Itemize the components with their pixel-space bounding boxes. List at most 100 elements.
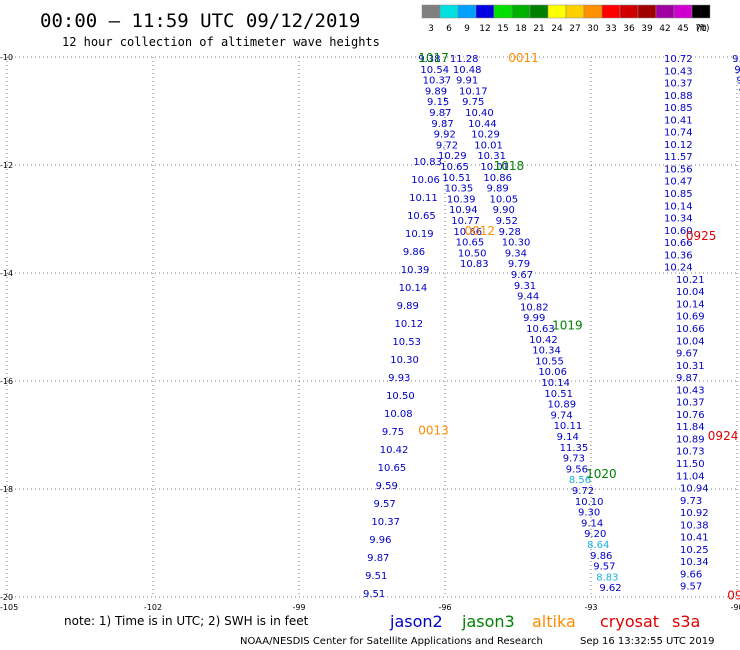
swh-value: 8.56 — [569, 475, 591, 486]
swh-value: 10.05 — [490, 194, 519, 205]
legend-swatch — [421, 4, 441, 19]
swh-value: 10.31 — [676, 361, 705, 372]
swh-value: 9.30 — [578, 508, 600, 519]
swh-value: 10.11 — [409, 193, 438, 204]
swh-value: 11.84 — [676, 422, 705, 433]
lat-lon-grid — [6, 56, 738, 598]
swh-value: 9.51 — [365, 571, 387, 582]
satellite-legend-item: altika — [532, 612, 576, 631]
swh-value: 10.65 — [456, 238, 485, 249]
swh-value: 10.37 — [371, 517, 400, 528]
swh-value: 10.48 — [453, 65, 482, 76]
swh-value: 10.53 — [392, 337, 421, 348]
swh-value: 10.42 — [529, 335, 558, 346]
footer-note: note: 1) Time is in UTC; 2) SWH is in fe… — [64, 614, 309, 628]
legend-bin-label: 24 — [551, 24, 563, 34]
swh-value: 10.14 — [399, 283, 428, 294]
swh-value: 10.14 — [541, 378, 570, 389]
swh-value: 10.38 — [680, 520, 709, 531]
wave-height-values: 9.3810.5410.379.899.159.879.879.929.7210… — [363, 54, 740, 600]
lat-tick-label: -12 — [0, 161, 13, 170]
swh-value: 10.44 — [468, 119, 497, 130]
pass-id-label: 1020 — [586, 467, 617, 481]
swh-value: 10.92 — [680, 508, 709, 519]
swh-value: 10.36 — [664, 250, 693, 261]
lon-tick-label: -93 — [584, 603, 597, 612]
lon-tick-label: -90 — [730, 603, 740, 612]
swh-value: 10.29 — [471, 130, 500, 141]
swh-value: 10.06 — [538, 367, 567, 378]
swh-value: 10.77 — [451, 216, 480, 227]
lon-tick-label: -102 — [144, 603, 162, 612]
swh-value: 9.72 — [572, 486, 594, 497]
legend-bin-label: 21 — [533, 24, 544, 34]
legend-swatch — [511, 4, 531, 19]
swh-value: 10.12 — [664, 140, 693, 151]
legend-bin-label: 70 — [695, 24, 707, 34]
swh-value: 10.37 — [423, 76, 452, 87]
swh-value: 10.89 — [676, 434, 705, 445]
swh-value: 10.19 — [405, 229, 434, 240]
swh-value: 9.17 — [739, 86, 740, 97]
legend-bin-label: 3 — [428, 24, 434, 34]
swh-value: 9.31 — [514, 281, 536, 292]
swh-value: 9.74 — [551, 410, 573, 421]
swh-value: 9.73 — [563, 454, 585, 465]
swh-value: 9.87 — [431, 119, 453, 130]
legend-bin-label: 9 — [464, 24, 470, 34]
swh-value: 10.39 — [401, 265, 430, 276]
swh-value: 10.30 — [502, 238, 531, 249]
legend-bin-label: 15 — [497, 24, 508, 34]
swh-value: 9.66 — [680, 569, 702, 580]
legend-swatch — [565, 4, 585, 19]
lat-tick-label: -16 — [0, 377, 13, 386]
swh-value: 10.01 — [480, 162, 509, 173]
swh-value: 10.08 — [384, 409, 413, 420]
swh-value: 9.03 — [732, 54, 740, 65]
swh-value: 10.55 — [535, 356, 564, 367]
swh-value: 10.29 — [438, 151, 467, 162]
swh-value: 9.59 — [376, 481, 398, 492]
swh-value: 10.47 — [664, 177, 693, 188]
axis-ticks: -10 -12 -14 -16 -18 -20-105 -102 -99 -96 -93 -90 — [0, 53, 740, 612]
swh-value: 10.85 — [664, 189, 693, 200]
swh-value: 10.39 — [447, 194, 476, 205]
pass-id-label: 0011 — [508, 51, 539, 65]
swh-value: 10.83 — [460, 259, 489, 270]
swh-value: 10.66 — [664, 238, 693, 249]
legend-bin-label: 33 — [605, 24, 616, 34]
legend-swatch — [619, 4, 639, 19]
swh-value: 11.04 — [676, 471, 705, 482]
swh-value: 10.34 — [664, 214, 693, 225]
swh-value: 10.65 — [378, 463, 407, 474]
footer-credit: NOAA/NESDIS Center for Satellite Applica… — [240, 636, 543, 647]
swh-value: 9.56 — [566, 464, 588, 475]
legend-swatch — [655, 4, 675, 19]
legend-bin-label: 30 — [587, 24, 599, 34]
legend-swatch — [439, 4, 459, 19]
swh-value: 10.94 — [680, 484, 709, 495]
swh-value: 10.83 — [413, 157, 442, 168]
lat-tick-label: -18 — [0, 485, 13, 494]
swh-value: 9.97 — [737, 76, 740, 87]
swh-value: 9.79 — [508, 259, 530, 270]
swh-value: 10.30 — [390, 355, 419, 366]
swh-value: 10.74 — [664, 128, 693, 139]
pass-id-label: 0013 — [418, 424, 449, 438]
pass-id-label: 1017 — [418, 51, 449, 65]
pass-id-label: 1019 — [552, 318, 583, 332]
swh-value: 10.21 — [676, 275, 705, 286]
swh-value: 10.73 — [676, 447, 705, 458]
swh-value: 11.50 — [676, 459, 705, 470]
swh-value: 10.54 — [420, 65, 449, 76]
swh-value: 9.15 — [427, 97, 449, 108]
swh-value: 10.37 — [676, 398, 705, 409]
swh-value: 10.41 — [664, 115, 693, 126]
swh-value: 10.66 — [453, 227, 482, 238]
swh-value: 9.92 — [434, 130, 456, 141]
swh-value: 10.89 — [547, 400, 576, 411]
swh-value: 10.42 — [380, 445, 409, 456]
swh-value: 10.60 — [664, 226, 693, 237]
swh-value: 9.20 — [584, 529, 606, 540]
lon-tick-label: -99 — [292, 603, 305, 612]
